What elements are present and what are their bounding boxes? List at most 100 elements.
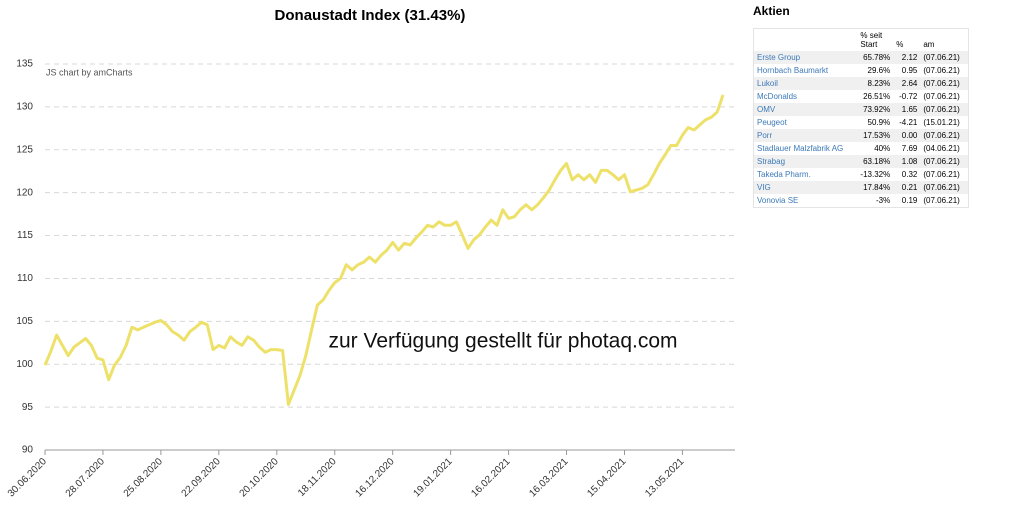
- x-tick-label: 20.10.2020: [238, 456, 281, 499]
- table-title: Aktien: [753, 4, 790, 18]
- table-row: Erste Group 65.78% 2.12 (07.06.21): [753, 51, 969, 64]
- x-tick-label: 18.11.2020: [296, 456, 339, 499]
- table-row: OMV 73.92% 1.65 (07.06.21): [753, 103, 969, 116]
- value-cell: (07.06.21): [923, 53, 960, 62]
- table-row: McDonalds 26.51% -0.72 (07.06.21): [754, 90, 969, 103]
- value-cell: (07.06.21): [923, 157, 960, 166]
- stock-cell: Lukoil: [754, 77, 858, 90]
- y-tick-label: 100: [16, 359, 33, 370]
- stock-cell: Peugeot: [754, 116, 858, 129]
- value-cell: 26.51%: [863, 92, 891, 101]
- value-cell: 40%: [874, 144, 891, 153]
- y-tick-label: 125: [16, 144, 33, 155]
- value-cell: 0.32: [901, 170, 918, 179]
- x-tick-label: 19.01.2021: [411, 456, 454, 499]
- header: %: [896, 40, 904, 49]
- value-cell: -0.72: [899, 92, 918, 101]
- stock-link[interactable]: McDonalds: [757, 92, 798, 101]
- table-row: Hornbach Baumarkt 29.6% 0.95 (07.06.21): [754, 64, 969, 77]
- value-cell: 7.69: [901, 144, 918, 153]
- stock-cell: VIG: [754, 181, 858, 194]
- stock-link[interactable]: Peugeot: [757, 118, 787, 127]
- chart-title: Donaustadt Index (31.43%): [275, 7, 466, 24]
- x-tick-label: 16.12.2020: [354, 456, 397, 499]
- x-tick-label: 25.08.2020: [122, 456, 165, 499]
- stock-link[interactable]: Hornbach Baumarkt: [757, 66, 829, 75]
- y-tick-label: 110: [17, 273, 33, 284]
- chart: Donaustadt Index (31.43%) JS chart by am…: [6, 7, 735, 499]
- header: [754, 29, 858, 52]
- x-tick-label: 13.05.2021: [643, 456, 686, 499]
- stock-link[interactable]: Porr: [757, 131, 773, 140]
- watermark: zur Verfügung gestellt für photaq.com: [328, 330, 677, 353]
- value-cell: 8.23%: [867, 79, 891, 88]
- x-tick-label: 16.02.2021: [469, 456, 512, 499]
- value-cell: -13.32%: [860, 170, 891, 179]
- stock-link[interactable]: Lukoil: [757, 79, 778, 88]
- table-row: VIG 17.84% 0.21 (07.06.21): [753, 181, 969, 194]
- value-cell: 2.12: [901, 53, 918, 62]
- y-tick-label: 95: [22, 402, 34, 413]
- stock-table: % seit Start % am Erste Group 65.78% 2.12 (…: [753, 28, 969, 208]
- value-cell: 50.9%: [867, 118, 891, 127]
- value-cell: 65.78%: [863, 53, 891, 62]
- y-tick-label: 120: [16, 187, 33, 198]
- stock-link[interactable]: Strabag: [757, 157, 786, 166]
- stock-cell: Takeda Pharm.: [754, 168, 858, 181]
- table-row: Takeda Pharm. -13.32% 0.32 (07.06.21): [754, 168, 969, 181]
- value-cell: 1.08: [901, 157, 918, 166]
- y-tick-label: 90: [22, 445, 34, 456]
- table-row: Porr 17.53% 0.00 (07.06.21): [753, 129, 969, 142]
- value-cell: 17.53%: [863, 131, 891, 140]
- value-cell: 29.6%: [867, 66, 891, 75]
- value-cell: (07.06.21): [923, 131, 960, 140]
- value-cell: 0.19: [901, 196, 918, 205]
- stock-link[interactable]: Erste Group: [757, 53, 801, 62]
- value-cell: 17.84%: [863, 183, 891, 192]
- value-cell: 2.64: [901, 79, 918, 88]
- stock-cell: McDonalds: [754, 90, 858, 103]
- stock-cell: Hornbach Baumarkt: [754, 64, 858, 77]
- x-tick-label: 28.07.2020: [64, 456, 107, 499]
- stock-link[interactable]: Vonovia SE: [757, 196, 799, 205]
- value-cell: (07.06.21): [923, 66, 960, 75]
- value-cell: (07.06.21): [923, 183, 960, 192]
- table-row: Lukoil 8.23% 2.64 (07.06.21): [753, 77, 969, 90]
- value-cell: 0.95: [901, 66, 918, 75]
- value-cell: (04.06.21): [923, 144, 960, 153]
- value-cell: (07.06.21): [923, 196, 960, 205]
- value-cell: (07.06.21): [923, 92, 960, 101]
- stock-link[interactable]: OMV: [757, 105, 776, 114]
- table-row: Strabag 63.18% 1.08 (07.06.21): [753, 155, 969, 168]
- stock-link[interactable]: Stadlauer Malzfabrik AG: [757, 144, 844, 153]
- value-cell: -4.21: [899, 118, 918, 127]
- stock-cell: Porr: [754, 129, 858, 142]
- value-cell: (15.01.21): [923, 118, 960, 127]
- value-cell: (07.06.21): [923, 170, 960, 179]
- table-row: Vonovia SE -3% 0.19 (07.06.21): [754, 194, 969, 208]
- header: % seit Start: [860, 31, 883, 49]
- header-row: % seit Start % am: [754, 29, 969, 52]
- stock-link[interactable]: VIG: [757, 183, 771, 192]
- stock-cell: Stadlauer Malzfabrik AG: [754, 142, 858, 155]
- y-tick-label: 115: [17, 230, 33, 241]
- stock-cell: Erste Group: [754, 51, 858, 64]
- value-cell: (07.06.21): [923, 105, 960, 114]
- stock-cell: Strabag: [754, 155, 858, 168]
- x-tick-label: 16.03.2021: [527, 456, 570, 499]
- value-cell: 73.92%: [863, 105, 891, 114]
- value-cell: -3%: [875, 196, 891, 205]
- y-tick-label: 105: [16, 316, 33, 327]
- table-row: Stadlauer Malzfabrik AG 40% 7.69 (04.06.21): [754, 142, 969, 155]
- header: am: [923, 40, 935, 49]
- credit: JS chart by amCharts: [46, 67, 133, 77]
- stock-link[interactable]: Takeda Pharm.: [757, 170, 811, 179]
- table-row: Peugeot 50.9% -4.21 (15.01.21): [754, 116, 969, 129]
- value-cell: 0.00: [901, 131, 918, 140]
- stock-cell: Vonovia SE: [754, 194, 858, 208]
- value-cell: 0.21: [901, 183, 918, 192]
- x-tick-label: 15.04.2021: [585, 456, 628, 499]
- value-cell: 1.65: [901, 105, 918, 114]
- x-tick-label: 30.06.2020: [6, 456, 49, 499]
- value-cell: 63.18%: [863, 157, 891, 166]
